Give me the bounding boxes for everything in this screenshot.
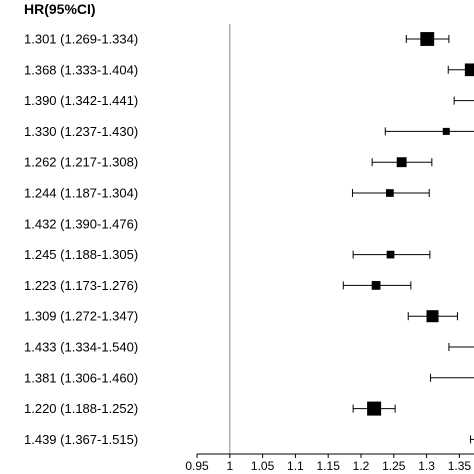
row-label: 1.245 (1.188-1.305) — [24, 247, 138, 262]
row-estimate — [470, 435, 474, 444]
x-tick-label: 1.15 — [317, 459, 341, 473]
row-estimate — [405, 32, 450, 46]
row-estimate — [453, 96, 474, 105]
row-estimate — [447, 63, 474, 77]
row-estimate — [351, 189, 430, 197]
row-label: 1.301 (1.269-1.334) — [24, 32, 138, 47]
x-tick-label: 1.25 — [382, 459, 406, 473]
row-estimate — [352, 250, 431, 259]
row-label: 1.244 (1.187-1.304) — [24, 186, 138, 201]
row-label: 1.439 (1.367-1.515) — [24, 432, 138, 447]
row-label: 1.223 (1.173-1.276) — [24, 278, 138, 293]
hr-point — [367, 401, 382, 416]
hr-point — [386, 189, 394, 197]
row-label: 1.330 (1.237-1.430) — [24, 124, 138, 139]
x-axis-ticks: 0.95 1 1.05 1.1 1.15 1.2 1.25 1.3 1.35 — [185, 454, 471, 473]
row-label: 1.381 (1.306-1.460) — [24, 370, 138, 385]
hr-point — [396, 157, 407, 168]
row-label: 1.433 (1.334-1.540) — [24, 340, 138, 355]
row-label: 1.390 (1.342-1.441) — [24, 93, 138, 108]
row-estimate — [384, 127, 474, 136]
row-estimate — [371, 157, 433, 168]
x-tick-label: 1.1 — [287, 459, 304, 473]
estimate-marks — [342, 32, 474, 444]
x-tick-label: 1.3 — [418, 459, 435, 473]
row-label: 1.220 (1.188-1.252) — [24, 401, 138, 416]
row-label: 1.368 (1.333-1.404) — [24, 62, 138, 77]
row-estimate — [407, 310, 458, 323]
row-label: 1.432 (1.390-1.476) — [24, 216, 138, 231]
hr-point — [464, 63, 474, 77]
x-tick-label: 1.35 — [448, 459, 472, 473]
column-header: HR(95%CI) — [24, 1, 96, 17]
x-tick-label: 1.2 — [353, 459, 370, 473]
row-estimate — [342, 281, 412, 290]
x-tick-label: 1.05 — [251, 459, 275, 473]
row-labels: 1.301 (1.269-1.334) 1.368 (1.333-1.404) 1.… — [24, 32, 138, 447]
hr-point — [420, 32, 435, 46]
row-estimate — [352, 401, 396, 416]
row-label: 1.309 (1.272-1.347) — [24, 309, 138, 324]
row-estimate — [448, 343, 474, 351]
hr-point — [442, 127, 450, 135]
hr-point — [386, 250, 395, 259]
hr-point — [371, 281, 381, 290]
row-estimate — [430, 373, 474, 382]
hr-point — [426, 310, 439, 323]
x-tick-label: 1 — [226, 459, 233, 473]
x-tick-label: 0.95 — [185, 459, 209, 473]
row-label: 1.262 (1.217-1.308) — [24, 155, 138, 170]
